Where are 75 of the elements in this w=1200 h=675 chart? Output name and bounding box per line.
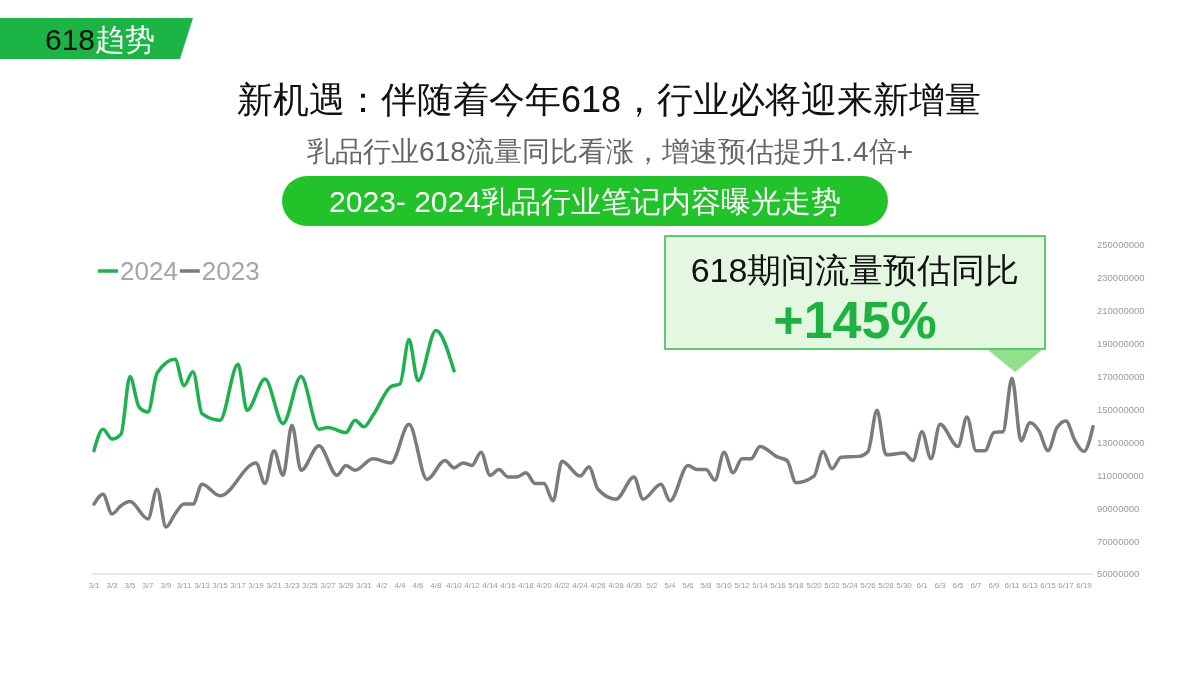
x-tick-label: 4/28 bbox=[608, 581, 624, 590]
x-tick-label: 4/12 bbox=[464, 581, 480, 590]
x-tick-label: 4/14 bbox=[482, 581, 498, 590]
chart-heading-text: 2023- 2024乳品行业笔记内容曝光走势 bbox=[329, 185, 841, 218]
x-tick-label: 3/1 bbox=[88, 581, 100, 590]
x-tick-label: 5/2 bbox=[646, 581, 658, 590]
x-tick-label: 5/6 bbox=[682, 581, 694, 590]
subtitle: 乳品行业618流量同比看涨，增速预估提升1.4倍+ bbox=[307, 136, 913, 167]
y-tick-label: 190000000 bbox=[1097, 338, 1145, 350]
x-tick-label: 3/25 bbox=[302, 581, 318, 590]
x-tick-label: 5/14 bbox=[752, 581, 768, 590]
x-tick-label: 6/15 bbox=[1040, 581, 1056, 590]
section-tag-text: 618趋势 bbox=[44, 23, 156, 56]
x-tick-label: 4/24 bbox=[572, 581, 588, 590]
x-tick-label: 5/12 bbox=[734, 581, 750, 590]
x-tick-label: 5/16 bbox=[770, 581, 786, 590]
x-tick-label: 6/7 bbox=[970, 581, 982, 590]
x-tick-label: 4/20 bbox=[536, 581, 552, 590]
title: 新机遇：伴随着今年618，行业必将迎来新增量 bbox=[236, 79, 982, 120]
x-tick-label: 6/3 bbox=[934, 581, 946, 590]
y-tick-label: 170000000 bbox=[1097, 371, 1145, 382]
x-tick-label: 3/27 bbox=[320, 581, 336, 590]
x-tick-label: 4/22 bbox=[554, 581, 570, 590]
y-tick-label: 50000000 bbox=[1097, 568, 1140, 580]
x-tick-label: 4/2 bbox=[376, 581, 388, 590]
x-tick-label: 3/21 bbox=[266, 581, 282, 590]
x-tick-label: 5/20 bbox=[806, 581, 822, 590]
x-tick-label: 3/17 bbox=[230, 581, 246, 590]
callout-value: +145% bbox=[773, 291, 937, 349]
x-tick-label: 5/18 bbox=[788, 581, 804, 590]
x-tick-label: 3/15 bbox=[212, 581, 228, 590]
x-tick-label: 5/28 bbox=[878, 581, 894, 590]
x-tick-label: 6/17 bbox=[1058, 581, 1074, 590]
x-tick-label: 6/5 bbox=[952, 581, 964, 590]
y-tick-label: 230000000 bbox=[1097, 272, 1145, 284]
x-tick-label: 4/26 bbox=[590, 581, 606, 590]
x-tick-label: 5/26 bbox=[860, 581, 876, 590]
x-tick-label: 5/10 bbox=[716, 581, 732, 590]
x-tick-label: 3/7 bbox=[142, 581, 154, 590]
x-tick-label: 5/30 bbox=[896, 581, 912, 590]
x-tick-label: 6/9 bbox=[988, 581, 1000, 590]
x-tick-label: 3/3 bbox=[106, 581, 118, 590]
x-tick-label: 6/13 bbox=[1022, 581, 1038, 590]
x-tick-label: 4/10 bbox=[446, 581, 462, 590]
legend-label: 2024 bbox=[120, 256, 178, 286]
x-tick-label: 3/11 bbox=[176, 581, 192, 590]
x-tick-label: 3/23 bbox=[284, 581, 300, 590]
x-tick-label: 4/4 bbox=[394, 581, 406, 590]
x-tick-label: 5/22 bbox=[824, 581, 840, 590]
x-tick-label: 4/30 bbox=[626, 581, 642, 590]
x-tick-label: 3/13 bbox=[194, 581, 210, 590]
callout-text: 618期间流量预估同比 bbox=[690, 251, 1020, 289]
x-tick-label: 5/24 bbox=[842, 581, 858, 590]
x-tick-label: 6/1 bbox=[916, 581, 928, 590]
y-tick-label: 210000000 bbox=[1097, 305, 1145, 317]
y-tick-label: 70000000 bbox=[1097, 535, 1140, 547]
x-tick-label: 5/4 bbox=[664, 581, 676, 590]
x-tick-label: 6/11 bbox=[1004, 581, 1020, 590]
x-tick-label: 3/9 bbox=[160, 581, 172, 590]
x-tick-label: 5/8 bbox=[700, 581, 712, 590]
y-tick-label: 130000000 bbox=[1097, 436, 1145, 448]
x-tick-label: 3/5 bbox=[124, 581, 136, 590]
x-tick-label: 4/16 bbox=[500, 581, 516, 590]
y-tick-label: 90000000 bbox=[1097, 502, 1140, 514]
x-tick-label: 3/29 bbox=[338, 581, 354, 590]
legend-label: 2023 bbox=[201, 256, 260, 286]
x-tick-label: 6/19 bbox=[1076, 581, 1092, 590]
x-tick-label: 3/19 bbox=[248, 581, 264, 590]
x-tick-label: 3/31 bbox=[356, 581, 372, 590]
x-tick-label: 4/6 bbox=[412, 581, 424, 590]
y-tick-label: 250000000 bbox=[1097, 239, 1145, 251]
x-tick-label: 4/8 bbox=[430, 581, 442, 590]
y-tick-label: 110000000 bbox=[1097, 469, 1144, 481]
y-tick-label: 150000000 bbox=[1097, 403, 1145, 415]
x-tick-label: 4/18 bbox=[518, 581, 534, 590]
